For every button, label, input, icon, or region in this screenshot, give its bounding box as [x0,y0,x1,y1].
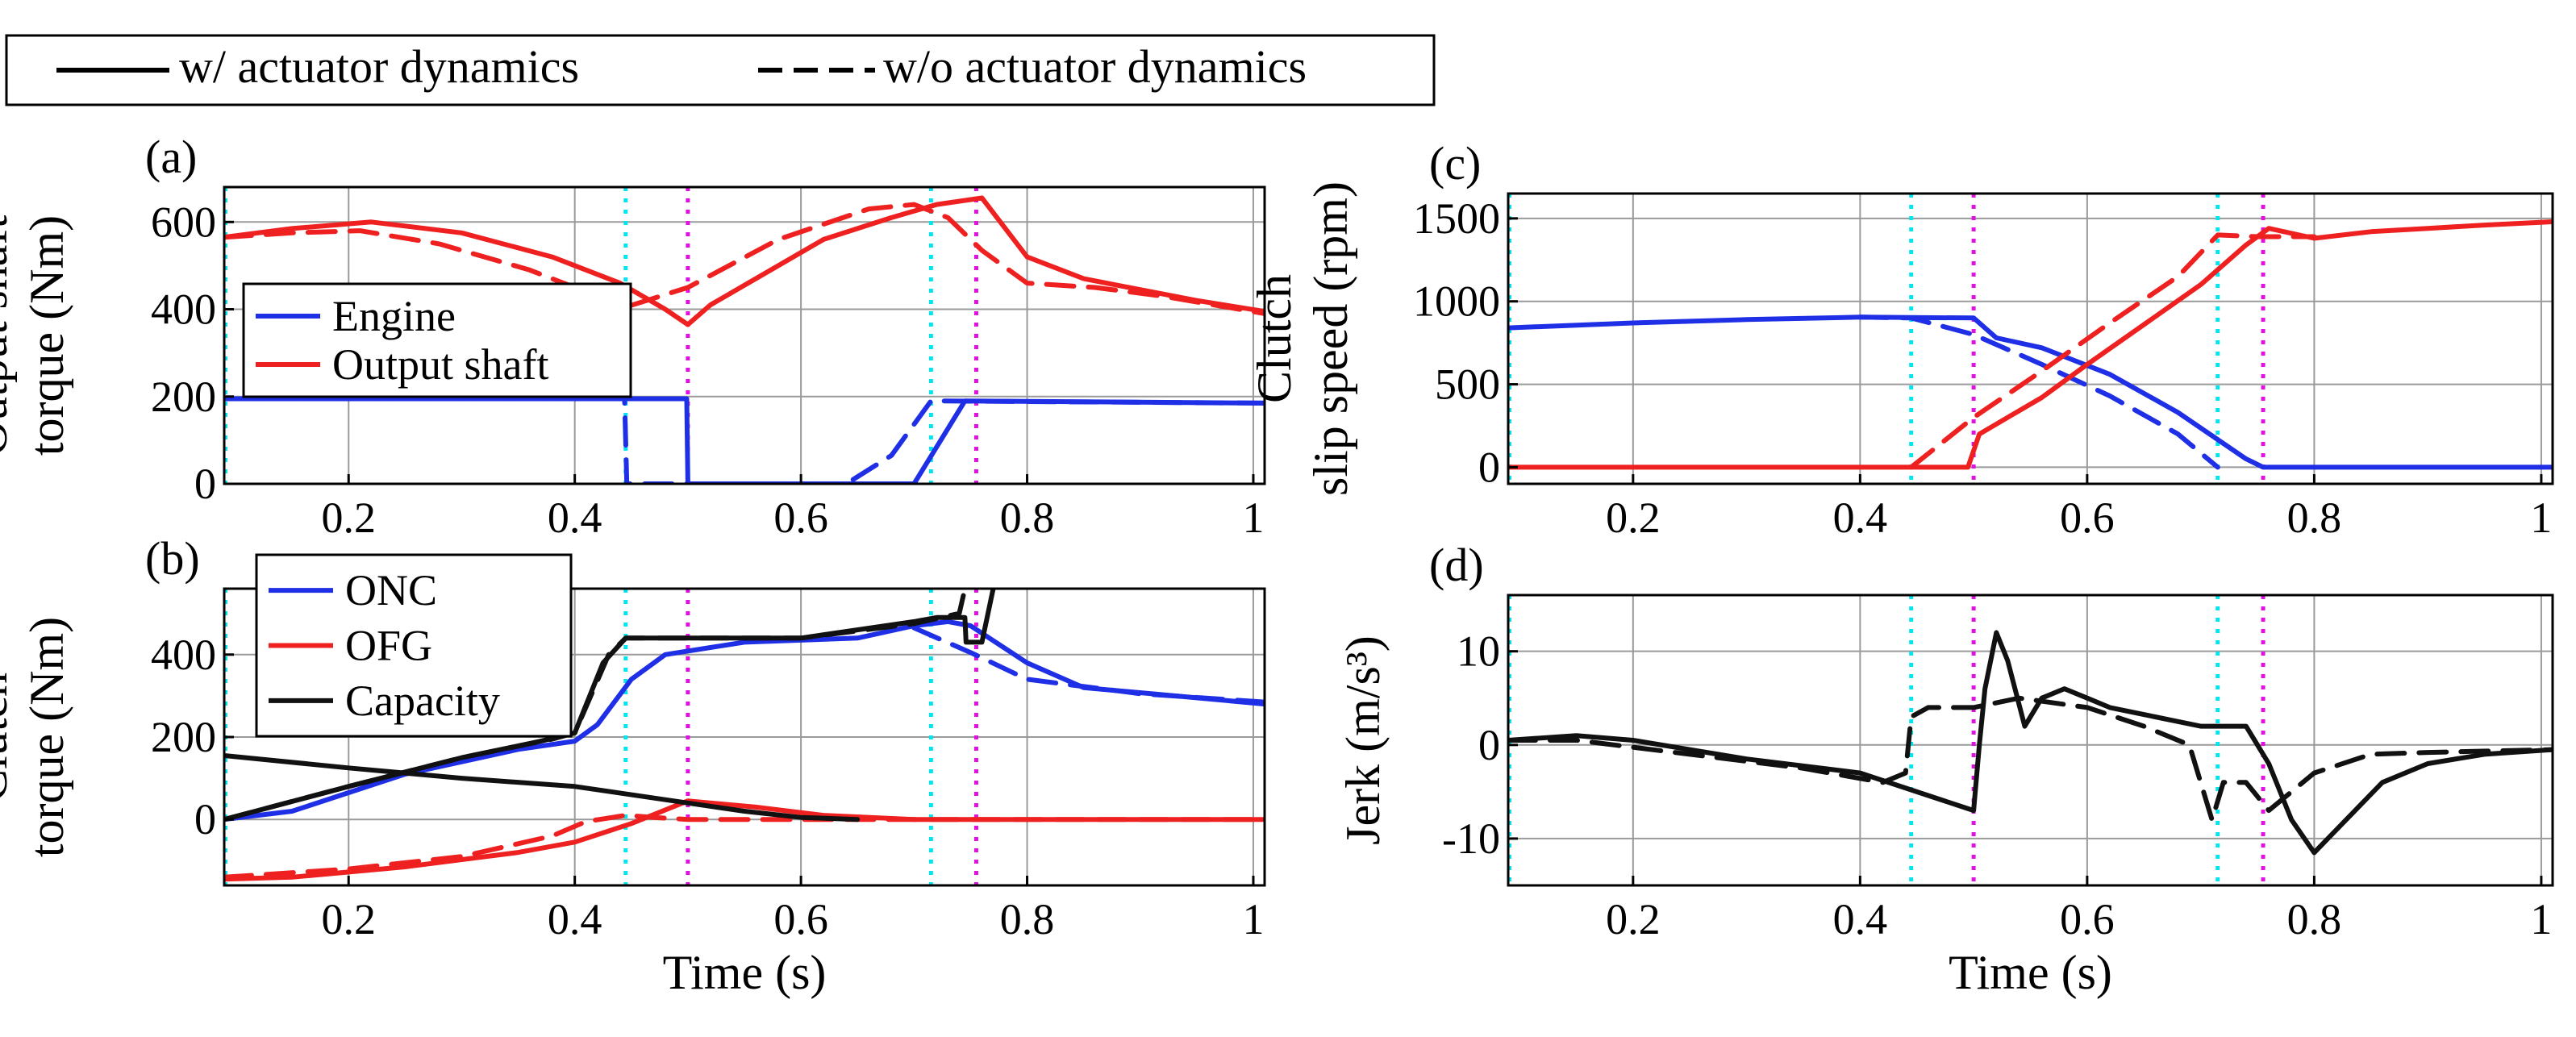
event-markers-c [1508,194,2265,484]
series-line-d-0 [1508,630,2553,856]
y-axis-label-a-1: torque (Nm) [20,215,73,456]
x-tick-label-d-4: 1 [2530,895,2552,943]
axes-box-a [223,185,1266,485]
series-group-d [1508,630,2553,856]
x-tick-label-b-4: 1 [1242,895,1264,943]
x-tick-label-a-3: 0.8 [1000,494,1055,542]
y-tick-label-c-2: 1000 [1413,277,1500,326]
x-axis-label-d: Time (s) [1949,946,2112,999]
x-tick-label-c-2: 0.6 [2060,494,2115,542]
series-line-a-1 [224,202,1265,316]
series-line-b-3 [224,813,1265,880]
legend-label-b-2: Capacity [345,677,500,725]
figure-legend-box [5,34,1436,106]
x-tick-label-d-0: 0.2 [1606,895,1661,943]
series-line-b-6 [224,753,861,823]
panel-label-c: (c) [1429,137,1481,189]
y-tick-label-c-1: 500 [1435,360,1500,409]
legend-label-a-1: Output shaft [332,340,548,389]
y-tick-label-b-1: 200 [151,713,216,761]
chart-panel-d: 0.2 0.4 0.6 0.8 1 -10 0 10 (d) Jerk (m/s³) Time (s… [1336,539,2554,999]
y-tick-label-a-1: 200 [151,373,216,421]
series-group-a [224,195,1265,484]
axes-box-c [1507,192,2554,485]
series-line-a-2 [224,396,1265,484]
panel-label-b: (b) [145,532,200,585]
x-tick-label-a-1: 0.4 [548,494,602,542]
x-tick-label-a-0: 0.2 [321,494,376,542]
y-axis-label-b-1: torque (Nm) [20,617,73,857]
x-tick-label-a-4: 1 [1242,494,1264,542]
series-group-c [1508,219,2553,470]
x-tick-label-b-0: 0.2 [321,895,376,943]
x-tick-label-b-1: 0.4 [548,895,602,943]
y-tick-label-b-0: 0 [194,795,216,843]
chart-panel-c: 0.2 0.4 0.6 0.8 1 0 500 1000 1500 (c) Clutch slip s… [1248,137,2554,542]
x-tick-label-d-2: 0.6 [2060,895,2115,943]
x-tick-label-a-2: 0.6 [773,494,828,542]
figure-legend-dashed-label: w/o actuator dynamics [883,40,1307,93]
series-line-c-3 [1908,232,2317,470]
axes-box-d [1507,593,2554,887]
x-tick-label-c-0: 0.2 [1606,494,1661,542]
legend-label-b-0: ONC [345,566,437,614]
y-tick-label-d-1: 0 [1478,721,1500,769]
x-tick-label-b-3: 0.8 [1000,895,1055,943]
panel-label-d: (d) [1429,539,1484,591]
y-tick-label-a-0: 0 [194,460,216,508]
series-line-d-1 [1508,695,2553,823]
x-tick-label-d-1: 0.4 [1833,895,1888,943]
figure-legend: w/ actuator dynamics w/o actuator dynami… [5,34,1436,106]
y-tick-label-a-2: 400 [151,285,216,334]
series-line-b-5 [224,589,968,823]
series-line-a-0 [224,195,1265,327]
x-axis-label-b: Time (s) [663,946,827,999]
legend-label-b-1: OFG [345,622,432,670]
series-line-c-2 [1508,219,2553,470]
x-tick-label-d-3: 0.8 [2287,895,2342,943]
series-line-c-1 [1857,314,2220,470]
y-axis-label-c-1: slip speed (rpm) [1304,181,1357,496]
y-tick-label-d-0: -10 [1442,814,1500,863]
y-axis-label-a-0: Output shaft [0,215,17,456]
series-line-b-1 [911,625,1265,705]
legend-box-a [242,282,632,398]
x-tick-label-c-3: 0.8 [2287,494,2342,542]
chart-panel-b: 0.2 0.4 0.6 0.8 1 0 200 400 (b) Clutch torque (Nm)… [0,532,1266,999]
y-axis-label-d-0: Jerk (m/s³) [1336,635,1390,845]
y-tick-label-c-3: 1500 [1413,194,1500,243]
y-tick-label-d-2: 10 [1457,627,1500,676]
x-tick-label-c-4: 1 [2530,494,2552,542]
series-line-b-0 [224,618,1265,823]
panel-label-a: (a) [145,131,197,183]
series-line-c-0 [1508,314,2553,470]
series-line-a-3 [224,396,1265,484]
event-markers-d [1508,595,2265,885]
series-group-b [224,589,1265,882]
y-tick-label-c-0: 0 [1478,443,1500,491]
legend-label-a-0: Engine [332,292,456,340]
x-tick-label-c-1: 0.4 [1833,494,1888,542]
y-tick-label-a-3: 600 [151,198,216,246]
legend-b: ONC OFG Capacity [255,553,573,738]
y-tick-label-b-2: 400 [151,631,216,679]
y-axis-label-c-0: Clutch [1248,274,1301,403]
y-axis-label-b-0: Clutch [0,673,17,802]
figure-legend-solid-label: w/ actuator dynamics [179,40,579,93]
series-line-b-2 [224,798,1265,882]
x-tick-label-b-2: 0.6 [773,895,828,943]
